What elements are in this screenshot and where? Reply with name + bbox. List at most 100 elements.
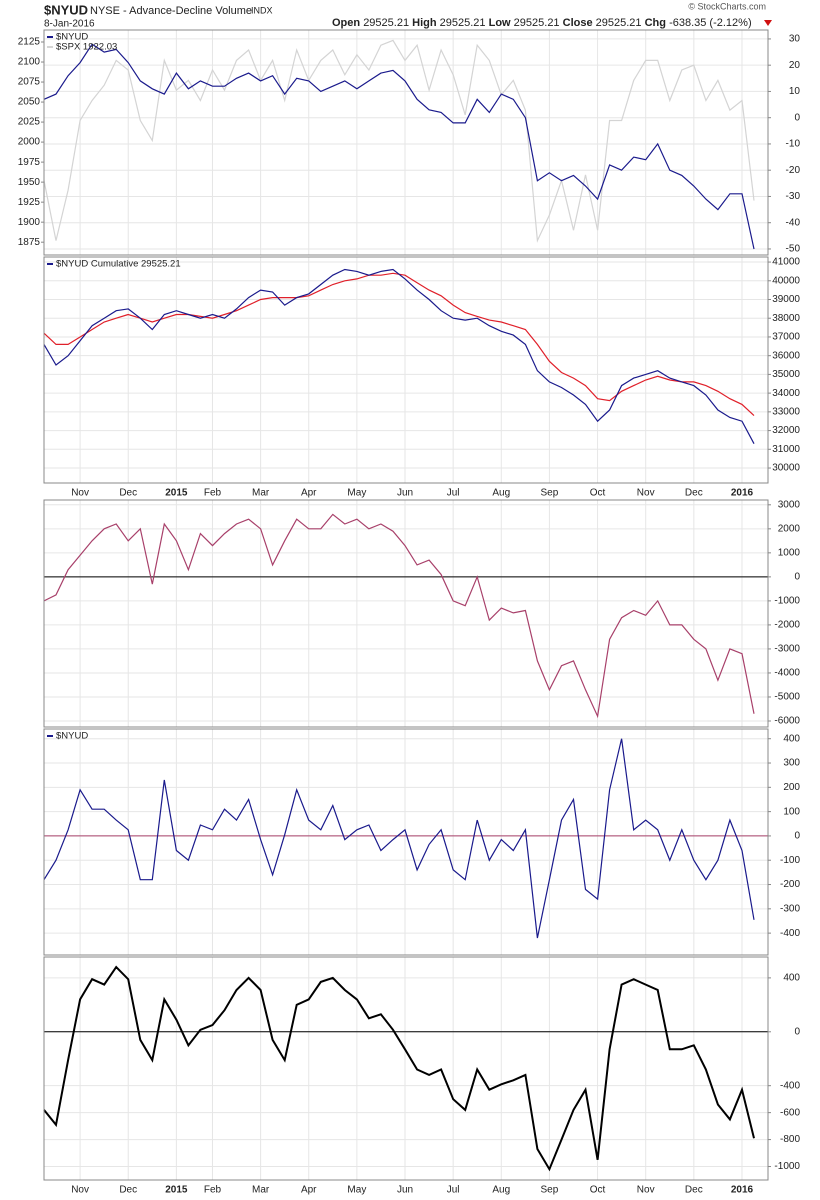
y-tick-label: 40000 [772, 275, 800, 286]
y-tick-label: -3000 [774, 644, 800, 655]
y-tick-label: 34000 [772, 388, 800, 399]
y-tick-label: 37000 [772, 332, 800, 343]
y-tick-label: -2000 [774, 620, 800, 631]
legend-label: $SPX 1922.03 [56, 42, 117, 53]
y-tick-label: 35000 [772, 369, 800, 380]
quote-label: Open [332, 17, 360, 29]
x-tick-label: Jun [397, 488, 413, 499]
y-tick-label: 2075 [18, 77, 41, 88]
x-tick-label: Jul [447, 488, 460, 499]
x-tick-label: Jun [397, 1185, 413, 1196]
y-tick-label: 2025 [18, 117, 41, 128]
y-tick-label: 41000 [772, 257, 800, 268]
y-tick-label: -4000 [774, 668, 800, 679]
y-tick-label: -30 [786, 191, 801, 202]
x-tick-label: Jul [447, 1185, 460, 1196]
y-tick-label: 32000 [772, 425, 800, 436]
quote: Open 29525.21 High 29525.21 Low 29525.21… [332, 17, 752, 29]
y-tick-label: 38000 [772, 313, 800, 324]
panel-frame [43, 256, 769, 484]
series-line [43, 43, 755, 250]
panel-frame [43, 728, 769, 956]
legend-label: $NYUD Cumulative 29525.21 [56, 259, 181, 270]
x-tick-label: Apr [301, 1185, 317, 1196]
x-tick-label: 2015 [165, 488, 188, 499]
y-tick-label: 1950 [18, 177, 41, 188]
quote-value: 29525.21 [514, 17, 560, 29]
y-tick-label: 2100 [18, 57, 41, 68]
y-tick-label: -100 [780, 855, 800, 866]
x-tick-label: 2016 [731, 488, 754, 499]
series-line [43, 39, 755, 243]
y-tick-label: -1000 [774, 1161, 800, 1172]
y-tick-label: 31000 [772, 444, 800, 455]
quote-label: Chg [645, 17, 666, 29]
y-tick-label: -5000 [774, 692, 800, 703]
x-tick-label: Dec [685, 1185, 703, 1196]
symbol: $NYUD [44, 2, 88, 17]
x-tick-label: Feb [204, 1185, 222, 1196]
y-tick-label: 3000 [778, 499, 801, 510]
quote-value: 29525.21 [440, 17, 486, 29]
x-tick-label: Nov [637, 488, 655, 499]
x-tick-label: Dec [119, 488, 137, 499]
quote-value: -638.35 (-2.12%) [669, 17, 752, 29]
y-tick-label: 0 [794, 831, 800, 842]
kind: INDX [251, 5, 273, 15]
x-tick-label: Aug [492, 1185, 510, 1196]
y-tick-label: 1875 [18, 237, 41, 248]
y-tick-label: -50 [786, 244, 801, 255]
series-line [43, 738, 755, 939]
y-tick-label: 10 [789, 86, 801, 97]
series-line [43, 272, 755, 417]
credit: © StockCharts.com [688, 1, 766, 11]
y-tick-label: -300 [780, 903, 800, 914]
y-tick-label: -600 [780, 1107, 800, 1118]
series-line [43, 965, 755, 1172]
y-tick-label: 0 [794, 572, 800, 583]
x-tick-label: May [347, 488, 366, 499]
panel-frame [43, 499, 769, 728]
y-tick-label: -20 [786, 165, 801, 176]
description: NYSE - Advance-Decline Volume [90, 5, 252, 17]
x-tick-label: 2015 [165, 1185, 188, 1196]
quote-label: High [412, 17, 437, 29]
legend-label: $NYUD [56, 731, 88, 742]
date: 8-Jan-2016 [44, 19, 95, 30]
x-tick-label: 2016 [731, 1185, 754, 1196]
y-tick-label: 100 [783, 806, 800, 817]
x-tick-label: Dec [119, 1185, 137, 1196]
y-tick-label: -800 [780, 1134, 800, 1145]
y-tick-label: 2000 [18, 137, 41, 148]
y-tick-label: -400 [780, 928, 800, 939]
y-tick-label: 0 [794, 1026, 800, 1037]
quote-label: Low [489, 17, 511, 29]
x-tick-label: Nov [71, 488, 89, 499]
y-tick-label: 2125 [18, 37, 41, 48]
series-line [43, 268, 755, 444]
x-tick-label: Feb [204, 488, 222, 499]
y-tick-label: 1000 [778, 547, 801, 558]
y-tick-label: 400 [783, 733, 800, 744]
x-tick-label: Sep [541, 1185, 559, 1196]
quote-value: 29525.21 [363, 17, 409, 29]
x-tick-label: Nov [637, 1185, 655, 1196]
y-tick-label: -6000 [774, 716, 800, 727]
x-tick-label: Mar [252, 488, 270, 499]
y-tick-label: 1900 [18, 217, 41, 228]
y-tick-label: 300 [783, 758, 800, 769]
quote-value: 29525.21 [596, 17, 642, 29]
x-tick-label: May [347, 1185, 366, 1196]
y-tick-label: 20 [789, 60, 801, 71]
x-tick-label: Apr [301, 488, 317, 499]
y-tick-label: 1925 [18, 197, 41, 208]
x-tick-label: Oct [590, 488, 606, 499]
series-line [43, 513, 755, 719]
y-tick-label: -40 [786, 217, 801, 228]
x-tick-label: Dec [685, 488, 703, 499]
y-tick-label: -400 [780, 1080, 800, 1091]
x-tick-label: Nov [71, 1185, 89, 1196]
y-tick-label: 200 [783, 782, 800, 793]
y-tick-label: 2050 [18, 97, 41, 108]
